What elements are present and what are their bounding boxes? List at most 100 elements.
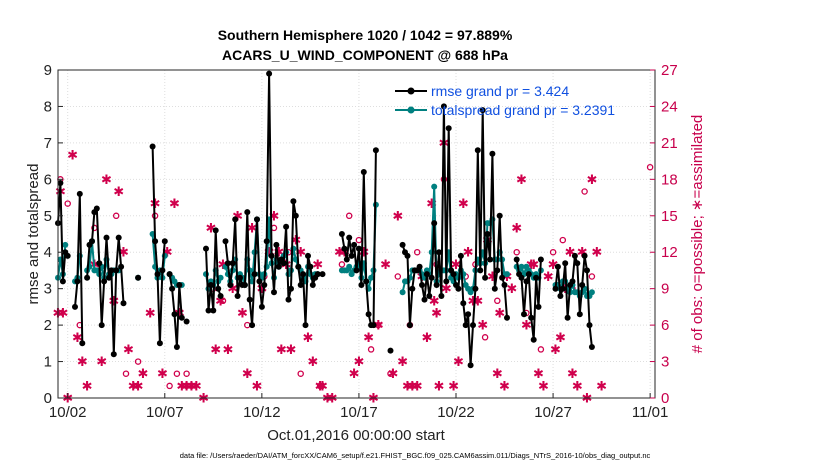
- rmse-point: [346, 234, 353, 241]
- y-tick-label-left: 0: [44, 390, 52, 407]
- rmse-point: [341, 245, 348, 252]
- assimilated-obs-point: ✱: [402, 379, 413, 394]
- rmse-point: [263, 238, 270, 245]
- rmse-point: [559, 285, 566, 292]
- x-tick-label: 10/02: [49, 404, 87, 421]
- x-axis-label: Oct.01,2016 00:00:00 start: [267, 427, 445, 444]
- possible-obs-point: [219, 297, 227, 305]
- assimilated-obs-point: ✱: [191, 379, 202, 394]
- rmse-point: [210, 307, 217, 314]
- rmse-point: [234, 293, 241, 299]
- rmse-point: [504, 314, 510, 321]
- assimilated-obs-point: ✱: [101, 173, 112, 188]
- rmse-point: [59, 278, 66, 285]
- rmse-point: [285, 296, 292, 303]
- assimilated-obs-point: ✱: [242, 367, 253, 382]
- rmse-point: [115, 234, 122, 241]
- rmse-point: [470, 322, 476, 329]
- rmse-point: [203, 245, 209, 252]
- assimilated-obs-point: ✱: [572, 379, 583, 394]
- rmse-point: [76, 190, 83, 197]
- x-tick-label: 10/22: [437, 404, 475, 421]
- rmse-point: [98, 322, 105, 329]
- assimilated-obs-point: ✱: [458, 197, 469, 212]
- rmse-point: [518, 274, 525, 281]
- possible-obs-point: [64, 200, 71, 207]
- rmse-point: [338, 231, 345, 237]
- rmse-point: [309, 282, 316, 288]
- rmse-point: [288, 285, 294, 292]
- assimilated-obs-point: ✱: [407, 379, 418, 394]
- rmse-point: [57, 180, 64, 186]
- possible-obs-point: [122, 370, 130, 377]
- rmse-point: [305, 252, 311, 259]
- rmse-point: [431, 220, 438, 227]
- possible-obs-point: [588, 273, 596, 280]
- rmse-point: [571, 252, 578, 259]
- assimilated-obs-point: ✱: [543, 270, 554, 285]
- legend-rmse-marker: [407, 87, 415, 95]
- y-tick-label-left: 2: [44, 317, 52, 334]
- possible-obs-point: [183, 370, 190, 377]
- rmse-point: [254, 216, 260, 223]
- assimilated-obs-point: ✱: [57, 307, 68, 322]
- rmse-point: [244, 209, 251, 216]
- y-axis-label-left: rmse and totalspread: [25, 164, 42, 305]
- assimilated-obs-point: ✱: [307, 355, 318, 370]
- rmse-point: [584, 267, 590, 274]
- rmse-line-segment: [74, 192, 84, 344]
- assimilated-obs-point: ✱: [363, 331, 374, 346]
- rmse-point: [283, 223, 290, 230]
- possible-obs-point: [345, 212, 353, 220]
- rmse-point: [237, 274, 243, 281]
- rmse-point: [271, 289, 277, 296]
- rmse-point: [84, 274, 91, 281]
- assimilated-obs-point: ✱: [82, 379, 93, 394]
- assimilated-obs-point: ✱: [273, 246, 284, 261]
- assimilated-obs-point: ✱: [286, 343, 297, 358]
- rmse-point: [423, 271, 430, 278]
- assimilated-obs-point: ✱: [387, 367, 398, 382]
- rmse-point: [450, 271, 457, 278]
- possible-obs-point: [513, 248, 520, 256]
- assimilated-obs-point: ✱: [463, 246, 474, 261]
- assimilated-obs-point: ✱: [499, 379, 510, 394]
- assimilated-obs-point: ✱: [521, 319, 532, 334]
- rmse-point: [426, 293, 433, 299]
- rmse-point: [562, 260, 569, 267]
- assimilated-obs-point: ✱: [453, 355, 464, 370]
- assimilated-obs-point: ✱: [586, 173, 597, 188]
- assimilated-obs-point: ✱: [174, 307, 185, 322]
- assimilated-obs-point: ✱: [358, 246, 369, 261]
- rmse-point: [472, 285, 479, 292]
- rmse-point: [579, 282, 586, 288]
- assimilated-obs-point: ✱: [538, 379, 549, 394]
- possible-obs-point: [394, 273, 402, 280]
- rmse-point: [169, 285, 176, 292]
- grid-layer: [58, 69, 655, 399]
- rmse-point: [460, 300, 467, 307]
- rmse-point: [207, 282, 214, 288]
- rmse-point: [275, 263, 282, 270]
- rmse-point: [227, 282, 234, 288]
- assimilated-obs-point: ✱: [222, 343, 233, 358]
- y-tick-label-right: 21: [661, 135, 678, 152]
- assimilated-obs-point: ✱: [118, 246, 129, 261]
- assimilated-obs-point: ✱: [113, 185, 124, 200]
- assimilated-obs-point: ✱: [353, 355, 364, 370]
- possible-obs-point: [537, 346, 545, 353]
- possible-obs-point: [297, 370, 304, 377]
- assimilated-obs-point: ✱: [295, 246, 306, 261]
- assimilated-obs-point: ✱: [380, 258, 391, 273]
- rmse-point: [358, 282, 365, 288]
- rmse-point: [404, 252, 411, 259]
- rmse-point: [256, 278, 263, 285]
- assimilated-obs-point: ✱: [511, 221, 522, 236]
- assimilated-obs-point: ✱: [468, 294, 479, 309]
- rmse-point: [251, 271, 258, 278]
- y-tick-label-right: 6: [661, 317, 669, 334]
- assimilated-obs-point: ✱: [373, 319, 384, 334]
- rmse-point: [465, 311, 472, 318]
- rmse-point: [406, 322, 413, 329]
- x-tick-label: 10/07: [146, 404, 184, 421]
